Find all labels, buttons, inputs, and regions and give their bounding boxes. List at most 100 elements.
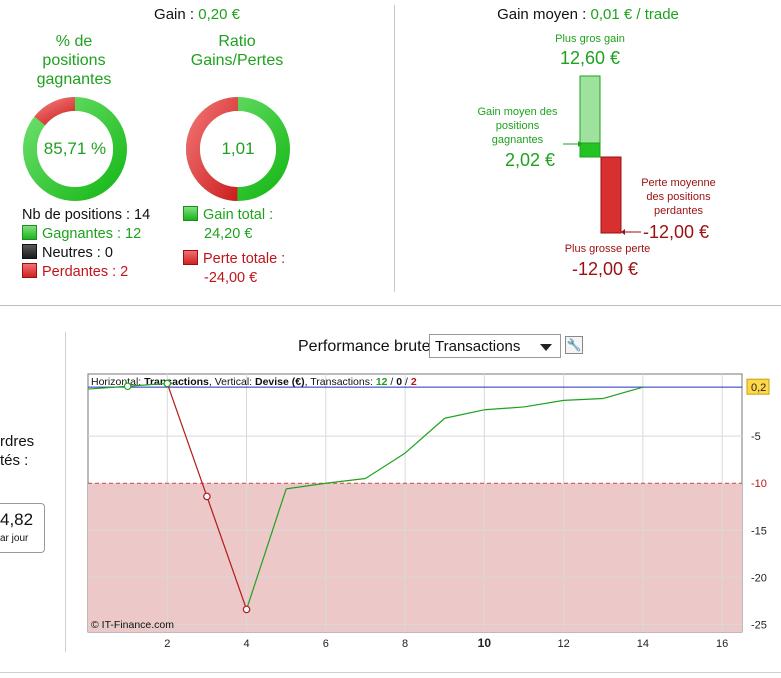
chart-watermark: © IT-Finance.com (91, 619, 174, 631)
select-value: Transactions (435, 338, 521, 355)
gain-moyen-value: 0,01 € / trade (590, 6, 679, 23)
chart-header: Horizontal: Transactions, Vertical: Devi… (91, 376, 417, 388)
series-segment-11 (523, 399, 564, 408)
legend-perdantes: Perdantes : 2 (22, 263, 150, 282)
gain-total-label: Gain total : (203, 207, 274, 223)
win-rate-title-line2: positions (42, 52, 106, 69)
avg-loss-arrowhead-icon (621, 229, 625, 235)
win-rate-title: % de positions gagnantes (12, 32, 136, 89)
chart-header-part-9: 2 (411, 376, 417, 388)
win-rate-title-line1: % de (55, 33, 93, 50)
green-swatch-icon (22, 225, 37, 240)
perte-totale-label: Perte totale : (203, 251, 286, 267)
ratio-value: 1,01 (221, 139, 255, 158)
chart-header-part-1: Transactions (144, 376, 209, 388)
bottom-divider (0, 672, 781, 673)
red-swatch-icon (22, 263, 37, 278)
left-stat-value: 4,82 (0, 510, 34, 529)
ratio-title-line2: Gains/Pertes (190, 52, 284, 69)
left-stat-box (0, 503, 45, 553)
perte-moyenne-value: -12,00 € (643, 222, 710, 242)
left-divider (65, 332, 66, 652)
green-swatch-icon (183, 206, 198, 221)
legend-gagnantes: Gagnantes : 12 (22, 225, 150, 244)
gain-moyen-title: Gain moyen : 0,01 € / trade (395, 6, 781, 23)
y-tick-1: -5 (751, 431, 761, 443)
left-panel-fragment: rdres tés : (0, 432, 34, 470)
perdantes-label: Perdantes : 2 (42, 264, 129, 280)
series-segment-7 (365, 452, 406, 480)
gain-value: 0,20 € (198, 6, 240, 23)
gain-moyen-label-line1: Gain moyen des (477, 106, 558, 118)
chart-header-part-7: 0 (396, 376, 402, 388)
positions-legend: Nb de positions : 14 Gagnantes : 12 Neut… (22, 206, 150, 282)
x-tick-12: 12 (558, 638, 570, 650)
y-tick-0: 0,2 (751, 382, 766, 394)
x-tick-4: 4 (243, 638, 249, 650)
red-swatch-icon (183, 250, 198, 265)
stats-panel (0, 0, 781, 300)
neutres-label: Neutres : 0 (42, 245, 113, 261)
ratio-loss-arc (186, 97, 239, 201)
gain-moyen-label: Gain moyen : (497, 6, 591, 23)
win-rate-inner (37, 111, 113, 187)
series-segment-9 (444, 409, 485, 419)
gain-moyen-label-line2: positions (495, 120, 540, 132)
gain-label: Gain : (154, 6, 199, 23)
plus-gros-gain-value: 12,60 € (559, 48, 621, 68)
series-segment-12 (563, 397, 604, 401)
y-tick-2: -10 (751, 478, 767, 490)
gain-total-value: 24,20 € (204, 226, 253, 242)
y-tick-highlight (746, 378, 770, 395)
data-point-3 (203, 492, 211, 501)
perte-totale: Perte totale : (183, 250, 285, 269)
gain-title: Gain : 0,20 € (0, 6, 394, 23)
avg-gain-arrowhead-icon (578, 141, 582, 147)
chart-header-part-3: Devise (€) (255, 376, 305, 388)
chart-header-part-5: 12 (376, 376, 388, 388)
chart-header-part-8: / (402, 376, 411, 388)
perte-moyenne-label-line2: des positions (646, 191, 711, 203)
chevron-down-icon (540, 344, 552, 351)
win-rate-value: 85,71 % (43, 139, 107, 158)
x-tick-6: 6 (323, 638, 329, 650)
avg-gain-bar (579, 142, 601, 158)
win-rate-title-line3: gagnantes (36, 71, 112, 88)
chart-header-part-4: , Transactions: (305, 376, 376, 388)
performance-mode-select[interactable]: Transactions (429, 334, 561, 358)
loss-arc (34, 97, 76, 126)
section-divider (0, 305, 781, 306)
y-tick-3: -15 (751, 525, 767, 537)
series-segment-0 (87, 385, 128, 390)
y-tick-5: -25 (751, 619, 767, 631)
plus-grosse-perte-label: Plus grosse perte (564, 243, 651, 255)
data-point-4 (242, 605, 251, 614)
x-tick-2: 2 (164, 638, 170, 650)
left-fragment-line1: rdres (0, 433, 35, 450)
black-swatch-icon (22, 244, 37, 259)
series-segment-1 (127, 382, 168, 387)
ratio-title-line1: Ratio (218, 33, 256, 50)
x-tick-14: 14 (637, 638, 649, 650)
gain-moyen-positions-value: 2,02 € (505, 150, 556, 170)
x-tick-10: 10 (478, 636, 492, 650)
chart-header-part-6: / (388, 376, 397, 388)
series-segment-2 (166, 383, 208, 497)
series-segment-8 (404, 417, 446, 454)
data-point-2 (163, 379, 172, 388)
left-fragment-line2: tés : (0, 452, 29, 469)
performance-chart: 2 4 6 8 10 12 14 16 0,2 -5 -10 -15 -20 -25 Horizontal:… (87, 373, 770, 650)
series-segment-6 (325, 477, 366, 484)
y-tick-4: -20 (751, 572, 767, 584)
ratio-inner (200, 111, 276, 187)
plus-gros-gain-label: Plus gros gain (555, 33, 625, 45)
wrench-icon[interactable]: 🔧 (565, 336, 583, 354)
x-tick-8: 8 (402, 638, 408, 650)
loss-zone (88, 483, 742, 632)
legend-neutres: Neutres : 0 (22, 244, 150, 263)
series-segment-5 (286, 482, 326, 490)
gain-loss-bars (563, 75, 641, 235)
series-segment-4 (245, 488, 287, 610)
data-point-1 (123, 382, 132, 391)
gain-moyen-positions-label: Gain moyen des positions gagnantes (470, 105, 565, 147)
